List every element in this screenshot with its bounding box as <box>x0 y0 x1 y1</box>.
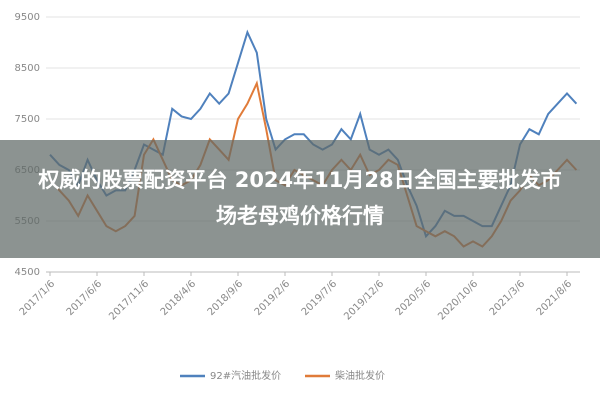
x-tick-label: 2019/7/6 <box>300 278 340 318</box>
x-tick-label: 2019/12/6 <box>342 278 386 322</box>
x-tick-label: 2021/3/6 <box>488 278 528 318</box>
y-tick-label: 8500 <box>15 63 40 74</box>
x-tick-label: 2017/1/6 <box>18 278 58 318</box>
x-tick-label: 2019/2/6 <box>253 278 293 318</box>
x-tick-label: 2017/11/6 <box>107 278 151 322</box>
x-tick-label: 2020/10/6 <box>436 278 480 322</box>
overlay-text: 权威的股票配资平台 2024年11月28日全国主要批发市场老母鸡价格行情 <box>38 168 562 228</box>
y-tick-label: 4500 <box>15 267 40 278</box>
y-tick-label: 7500 <box>15 114 40 125</box>
x-tick-label: 2020/5/6 <box>394 278 434 318</box>
x-tick-label: 2017/6/6 <box>65 278 105 318</box>
x-tick-label: 2021/8/6 <box>535 278 575 318</box>
x-tick-label: 2018/9/6 <box>206 278 246 318</box>
legend-label: 92#汽油批发价 <box>210 369 281 382</box>
legend-label: 柴油批发价 <box>335 369 385 382</box>
y-tick-label: 9500 <box>15 12 40 23</box>
x-tick-label: 2018/4/6 <box>159 278 199 318</box>
overlay-banner <box>0 140 600 258</box>
